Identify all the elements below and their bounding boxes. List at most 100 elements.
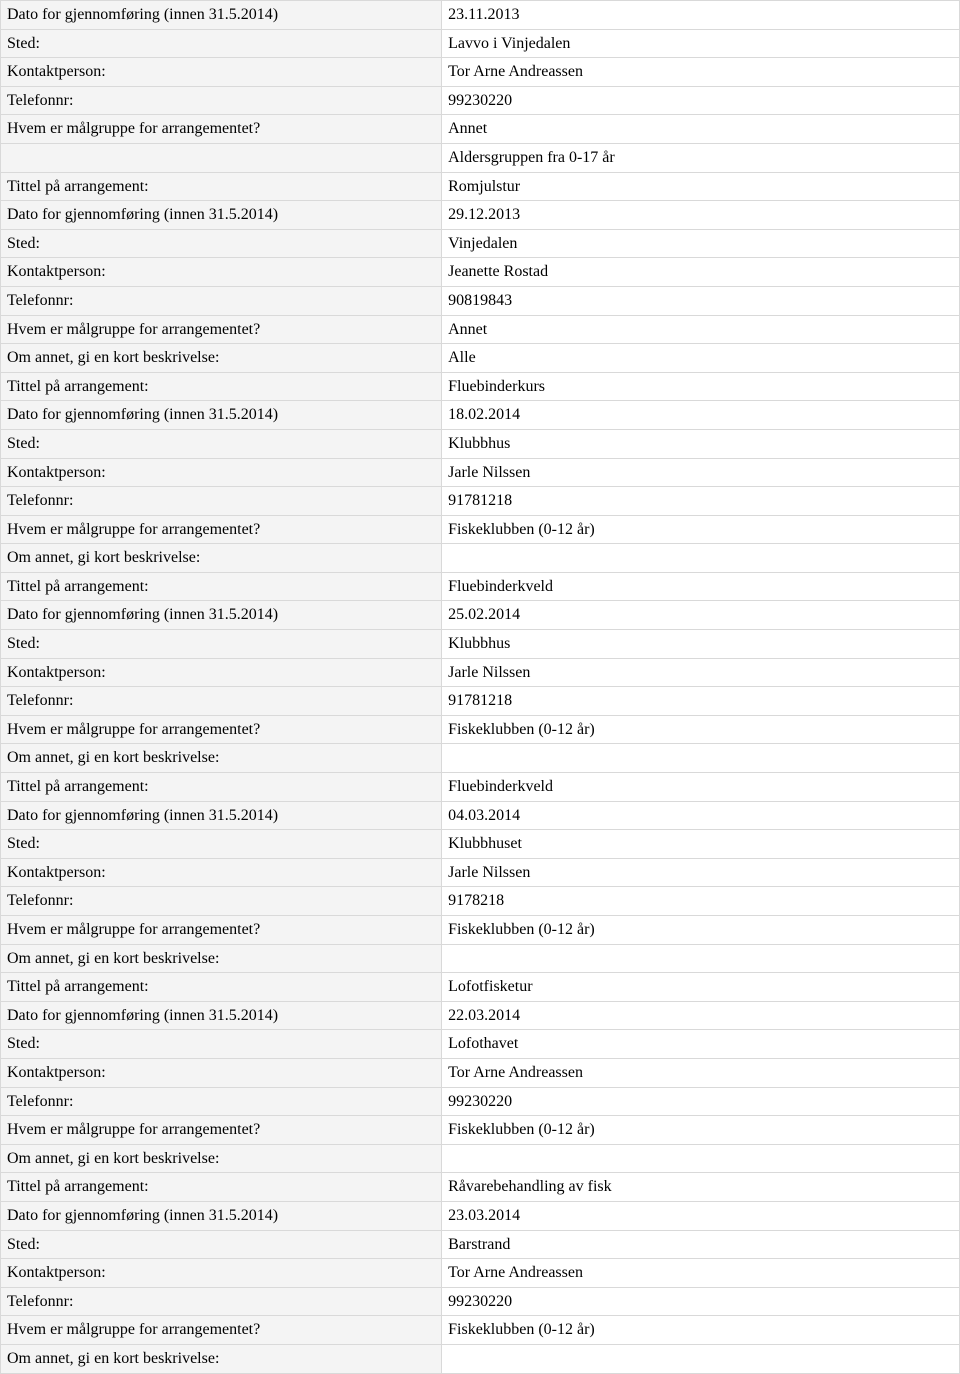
table-row: Kontaktperson:Tor Arne Andreassen [1,1058,960,1087]
field-label: Tittel på arrangement: [1,572,442,601]
field-label: Telefonnr: [1,887,442,916]
table-body: Dato for gjennomføring (innen 31.5.2014)… [1,1,960,1374]
field-label: Om annet, gi kort beskrivelse: [1,544,442,573]
field-label: Dato for gjennomføring (innen 31.5.2014) [1,1001,442,1030]
field-label: Sted: [1,1030,442,1059]
field-label: Dato for gjennomføring (innen 31.5.2014) [1,1,442,30]
table-row: Sted:Lofothavet [1,1030,960,1059]
field-value: 22.03.2014 [442,1001,960,1030]
field-label: Dato for gjennomføring (innen 31.5.2014) [1,601,442,630]
field-value [442,1144,960,1173]
field-label: Dato for gjennomføring (innen 31.5.2014) [1,401,442,430]
field-value: 91781218 [442,487,960,516]
field-label: Om annet, gi en kort beskrivelse: [1,744,442,773]
field-value: Barstrand [442,1230,960,1259]
field-label: Hvem er målgruppe for arrangementet? [1,1116,442,1145]
field-label: Om annet, gi en kort beskrivelse: [1,344,442,373]
field-label: Hvem er målgruppe for arrangementet? [1,315,442,344]
field-label [1,143,442,172]
table-row: Dato for gjennomføring (innen 31.5.2014)… [1,601,960,630]
field-label: Kontaktperson: [1,458,442,487]
field-value: 18.02.2014 [442,401,960,430]
field-label: Telefonnr: [1,286,442,315]
table-row: Hvem er målgruppe for arrangementet?Anne… [1,315,960,344]
table-row: Dato for gjennomføring (innen 31.5.2014)… [1,1,960,30]
field-value: Tor Arne Andreassen [442,58,960,87]
field-value: Fiskeklubben (0-12 år) [442,916,960,945]
table-row: Sted:Klubbhuset [1,830,960,859]
table-row: Sted:Klubbhus [1,429,960,458]
field-value: Jarle Nilssen [442,458,960,487]
field-value: Fluebinderkurs [442,372,960,401]
field-label: Kontaktperson: [1,1259,442,1288]
field-value: Tor Arne Andreassen [442,1058,960,1087]
field-label: Telefonnr: [1,1287,442,1316]
field-value: Klubbhus [442,630,960,659]
table-row: Dato for gjennomføring (innen 31.5.2014)… [1,401,960,430]
field-value: Annet [442,115,960,144]
table-row: Hvem er målgruppe for arrangementet?Fisk… [1,515,960,544]
table-row: Hvem er målgruppe for arrangementet?Fisk… [1,916,960,945]
table-row: Tittel på arrangement:Råvarebehandling a… [1,1173,960,1202]
field-value: Alle [442,344,960,373]
field-label: Sted: [1,630,442,659]
field-label: Kontaktperson: [1,658,442,687]
table-row: Dato for gjennomføring (innen 31.5.2014)… [1,1001,960,1030]
field-value: Jarle Nilssen [442,858,960,887]
field-value: Klubbhuset [442,830,960,859]
table-row: Telefonnr:99230220 [1,1087,960,1116]
field-label: Tittel på arrangement: [1,1173,442,1202]
field-label: Tittel på arrangement: [1,773,442,802]
field-value: Tor Arne Andreassen [442,1259,960,1288]
field-value: 23.03.2014 [442,1201,960,1230]
field-value [442,544,960,573]
table-row: Kontaktperson:Jarle Nilssen [1,858,960,887]
field-value: 99230220 [442,86,960,115]
field-value: Jarle Nilssen [442,658,960,687]
field-label: Tittel på arrangement: [1,973,442,1002]
table-row: Kontaktperson:Jarle Nilssen [1,658,960,687]
field-value: 91781218 [442,687,960,716]
field-value: 99230220 [442,1087,960,1116]
field-value: Fiskeklubben (0-12 år) [442,515,960,544]
field-label: Telefonnr: [1,86,442,115]
field-label: Sted: [1,1230,442,1259]
field-value: Råvarebehandling av fisk [442,1173,960,1202]
table-row: Om annet, gi en kort beskrivelse: [1,944,960,973]
field-label: Telefonnr: [1,687,442,716]
data-table: Dato for gjennomføring (innen 31.5.2014)… [0,0,960,1374]
field-label: Telefonnr: [1,487,442,516]
field-label: Sted: [1,429,442,458]
field-value: Fiskeklubben (0-12 år) [442,1116,960,1145]
table-row: Tittel på arrangement:Fluebinderkveld [1,572,960,601]
table-row: Kontaktperson:Tor Arne Andreassen [1,58,960,87]
field-value: 9178218 [442,887,960,916]
field-value: 99230220 [442,1287,960,1316]
field-label: Sted: [1,29,442,58]
table-row: Aldersgruppen fra 0-17 år [1,143,960,172]
field-label: Sted: [1,830,442,859]
table-row: Sted:Barstrand [1,1230,960,1259]
field-label: Hvem er målgruppe for arrangementet? [1,1316,442,1345]
table-row: Dato for gjennomføring (innen 31.5.2014)… [1,801,960,830]
table-row: Telefonnr:90819843 [1,286,960,315]
table-row: Telefonnr:91781218 [1,487,960,516]
field-value [442,944,960,973]
field-value: Fiskeklubben (0-12 år) [442,715,960,744]
field-label: Om annet, gi en kort beskrivelse: [1,1344,442,1373]
table-row: Hvem er målgruppe for arrangementet?Fisk… [1,1116,960,1145]
field-label: Tittel på arrangement: [1,172,442,201]
field-value: Annet [442,315,960,344]
table-row: Sted:Vinjedalen [1,229,960,258]
field-value: Romjulstur [442,172,960,201]
table-row: Tittel på arrangement:Lofotfisketur [1,973,960,1002]
field-label: Kontaktperson: [1,1058,442,1087]
table-row: Kontaktperson:Jeanette Rostad [1,258,960,287]
table-row: Dato for gjennomføring (innen 31.5.2014)… [1,1201,960,1230]
field-value: 04.03.2014 [442,801,960,830]
field-value: Fluebinderkveld [442,572,960,601]
table-row: Kontaktperson:Tor Arne Andreassen [1,1259,960,1288]
field-label: Telefonnr: [1,1087,442,1116]
table-row: Om annet, gi kort beskrivelse: [1,544,960,573]
table-row: Om annet, gi en kort beskrivelse:Alle [1,344,960,373]
